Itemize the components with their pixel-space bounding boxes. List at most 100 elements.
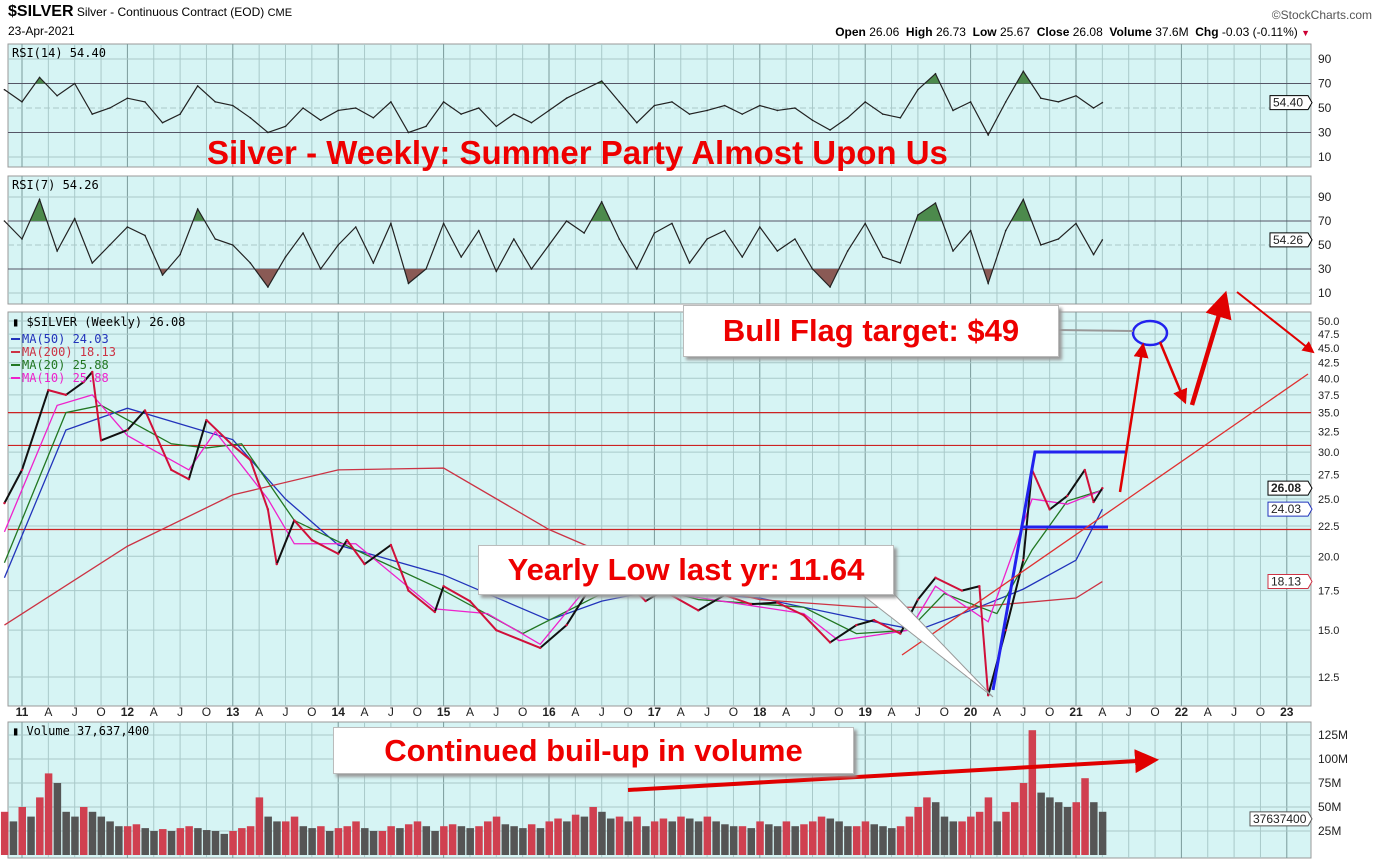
rsi-point bbox=[548, 109, 550, 112]
price-point bbox=[468, 599, 472, 603]
x-tick-label: J bbox=[177, 705, 183, 719]
price-point bbox=[310, 538, 314, 542]
x-tick-label: 16 bbox=[542, 705, 556, 719]
rsi-line bbox=[4, 197, 1103, 289]
volume-bar bbox=[993, 821, 1001, 855]
volume-bar bbox=[361, 828, 369, 855]
volume-bar bbox=[633, 816, 641, 855]
volume-bar bbox=[554, 818, 562, 855]
rsi-point bbox=[530, 121, 533, 124]
price-segment bbox=[91, 371, 103, 441]
volume-bar bbox=[668, 821, 676, 855]
rsi-point bbox=[565, 220, 568, 222]
volume-bar bbox=[325, 831, 334, 855]
rsi-point bbox=[302, 107, 304, 109]
price-point bbox=[143, 409, 147, 412]
volume-bar bbox=[817, 816, 826, 855]
moving-average-line bbox=[3, 407, 1103, 631]
rsi-point bbox=[407, 131, 410, 134]
volume-bar bbox=[914, 807, 922, 855]
target-ellipse bbox=[1131, 319, 1169, 347]
x-tick-label: O bbox=[202, 705, 211, 719]
x-tick-label: O bbox=[729, 705, 738, 719]
volume-callout: Continued buil-up in volume bbox=[333, 727, 854, 774]
price-segment bbox=[65, 381, 85, 396]
volume-bar bbox=[27, 816, 35, 855]
rsi-tick-label: 10 bbox=[1318, 150, 1332, 164]
rsi-point bbox=[179, 253, 181, 256]
price-point bbox=[363, 562, 366, 566]
price-tick-label: 20.0 bbox=[1318, 551, 1339, 563]
volume-bar bbox=[1002, 811, 1010, 855]
volume-bar bbox=[809, 821, 817, 855]
price-segment bbox=[802, 614, 831, 644]
rsi-tick-label: 70 bbox=[1318, 214, 1332, 228]
price-segment bbox=[249, 459, 269, 510]
rsi-point bbox=[600, 201, 603, 203]
rsi-point bbox=[390, 101, 392, 103]
rsi-point bbox=[723, 229, 726, 232]
price-segment bbox=[1066, 469, 1086, 497]
volume-bar bbox=[317, 826, 325, 855]
volume-bar bbox=[1090, 802, 1098, 855]
x-tick-label: A bbox=[361, 705, 369, 719]
rsi-point bbox=[179, 113, 181, 115]
price-segment bbox=[311, 539, 339, 555]
rsi-point bbox=[267, 286, 269, 288]
volume-bar bbox=[290, 816, 299, 855]
volume-bar bbox=[334, 828, 343, 855]
x-tick-label: A bbox=[993, 705, 1001, 719]
rsi-point bbox=[741, 256, 744, 258]
price-point bbox=[64, 393, 68, 397]
volume-bar bbox=[501, 824, 510, 855]
rsi-point bbox=[319, 119, 322, 122]
rsi-point bbox=[794, 107, 796, 109]
price-point bbox=[433, 610, 437, 614]
volume-bar bbox=[44, 773, 53, 855]
volume-bar bbox=[773, 826, 782, 855]
rsi-point bbox=[1101, 101, 1104, 104]
rsi-oversold-fill bbox=[8, 269, 1103, 287]
rsi-point bbox=[126, 97, 129, 99]
rsi-point bbox=[73, 82, 76, 85]
low-label: Low bbox=[972, 25, 997, 39]
rsi-point bbox=[917, 88, 919, 91]
rsi-point bbox=[864, 101, 866, 103]
price-point bbox=[1022, 558, 1025, 562]
rsi-point bbox=[1004, 101, 1007, 103]
volume-bar bbox=[264, 816, 272, 855]
volume-tick-label: 50M bbox=[1318, 800, 1341, 814]
volume-bar bbox=[967, 816, 975, 855]
rsi-point bbox=[390, 222, 392, 225]
volume-bar bbox=[1019, 783, 1028, 855]
price-point bbox=[170, 468, 173, 472]
price-segment bbox=[48, 389, 67, 396]
x-tick-label: J bbox=[283, 705, 289, 719]
price-segment bbox=[21, 389, 50, 471]
volume-bar bbox=[800, 824, 808, 855]
volume-bar bbox=[844, 826, 852, 855]
price-segment bbox=[935, 576, 963, 592]
volume-bar bbox=[896, 826, 905, 855]
rsi-point bbox=[38, 76, 41, 79]
volume-bar bbox=[1063, 807, 1072, 855]
price-point bbox=[872, 618, 876, 622]
volume-bar bbox=[642, 826, 650, 855]
rsi-point bbox=[109, 244, 111, 246]
ma50-last-value: 24.03 bbox=[1271, 502, 1301, 516]
rsi-point bbox=[21, 101, 23, 103]
price-point bbox=[205, 418, 208, 422]
volume-bar bbox=[870, 824, 878, 855]
volume-bar bbox=[826, 818, 835, 855]
price-point bbox=[495, 628, 498, 632]
volume-bar bbox=[466, 828, 474, 855]
rsi-point bbox=[337, 244, 340, 246]
price-tick-label: 50.0 bbox=[1318, 316, 1339, 328]
yearly-low-callout: Yearly Low last yr: 11.64 bbox=[478, 545, 894, 595]
price-point bbox=[293, 519, 296, 522]
rsi-point bbox=[759, 226, 761, 228]
projection-arrow bbox=[1236, 291, 1315, 354]
flag-pole-line bbox=[991, 450, 1125, 691]
rsi-point bbox=[460, 256, 462, 258]
price-point bbox=[20, 468, 24, 472]
